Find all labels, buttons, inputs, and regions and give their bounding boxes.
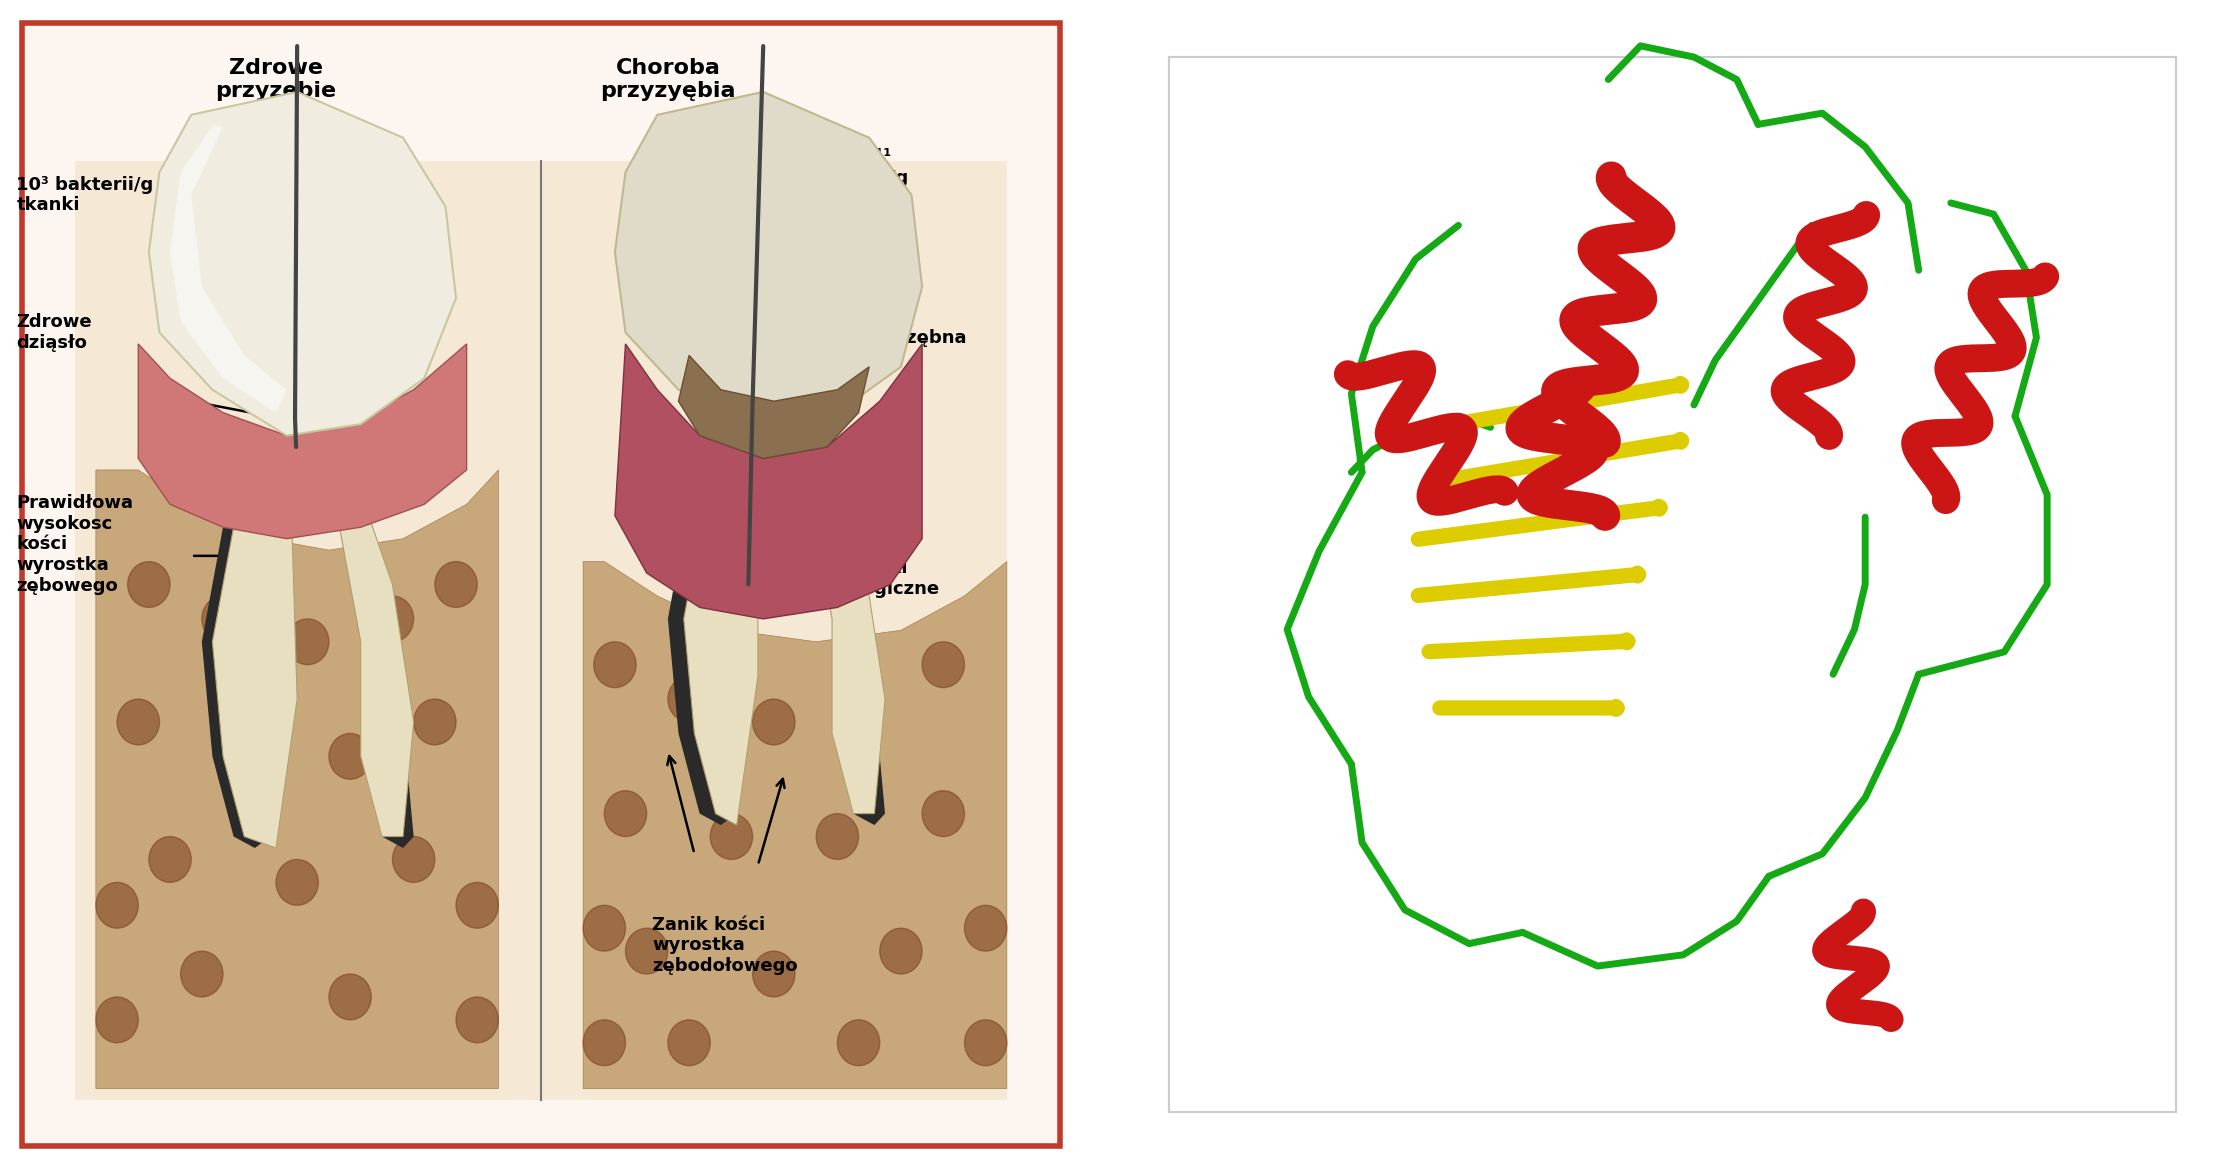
Text: 10⁷-10¹¹
bakterii/g
tkanki: 10⁷-10¹¹ bakterii/g tkanki: [812, 148, 910, 208]
Text: Zdrowe
przyzębie: Zdrowe przyzębie: [216, 57, 337, 101]
Circle shape: [127, 561, 169, 608]
Polygon shape: [615, 92, 921, 424]
Circle shape: [604, 790, 647, 837]
Circle shape: [277, 859, 319, 905]
Polygon shape: [212, 470, 303, 848]
Polygon shape: [685, 436, 769, 825]
Circle shape: [667, 676, 709, 722]
Circle shape: [96, 997, 138, 1043]
Circle shape: [624, 928, 667, 974]
Polygon shape: [615, 344, 921, 618]
Circle shape: [584, 905, 624, 952]
Circle shape: [435, 561, 477, 608]
Polygon shape: [149, 92, 455, 436]
Text: Prawidłowa
wysokosc
kości
wyrostka
zębowego: Prawidłowa wysokosc kości wyrostka zębow…: [16, 493, 134, 595]
Circle shape: [836, 1019, 879, 1066]
Bar: [74, 160, 1006, 1100]
Circle shape: [328, 733, 370, 780]
Circle shape: [328, 974, 370, 1019]
Circle shape: [752, 699, 794, 745]
Polygon shape: [96, 470, 497, 1088]
Polygon shape: [319, 470, 413, 837]
Circle shape: [963, 1019, 1006, 1066]
Text: 10³ bakterii/g
tkanki: 10³ bakterii/g tkanki: [16, 175, 154, 214]
Polygon shape: [678, 355, 870, 458]
Text: Kieszonki
patologiczne: Kieszonki patologiczne: [812, 560, 941, 599]
Polygon shape: [582, 561, 1006, 1088]
Polygon shape: [789, 436, 885, 814]
Polygon shape: [667, 436, 758, 825]
Polygon shape: [138, 344, 466, 539]
Circle shape: [816, 814, 859, 859]
Polygon shape: [312, 470, 413, 848]
Circle shape: [921, 642, 963, 687]
Circle shape: [392, 837, 435, 883]
Circle shape: [593, 642, 636, 687]
Circle shape: [752, 952, 794, 997]
Circle shape: [455, 997, 497, 1043]
Circle shape: [201, 596, 243, 642]
Polygon shape: [201, 470, 292, 848]
Circle shape: [285, 618, 330, 665]
Polygon shape: [778, 436, 885, 825]
Circle shape: [413, 699, 455, 745]
Circle shape: [921, 790, 963, 837]
Circle shape: [879, 928, 921, 974]
Circle shape: [149, 837, 192, 883]
Circle shape: [836, 676, 879, 722]
Text: Zdrowe
dziąsło: Zdrowe dziąsło: [16, 313, 91, 352]
Circle shape: [181, 952, 223, 997]
Text: Zanik kości
wyrostka
zębodołowego: Zanik kości wyrostka zębodołowego: [651, 915, 798, 975]
Circle shape: [963, 905, 1006, 952]
Circle shape: [584, 1019, 624, 1066]
Circle shape: [116, 699, 158, 745]
Text: Kamień
nazębny: Kamień nazębny: [812, 434, 896, 472]
Circle shape: [709, 814, 752, 859]
Circle shape: [223, 722, 265, 768]
Circle shape: [667, 1019, 709, 1066]
Circle shape: [96, 883, 138, 928]
Circle shape: [370, 596, 415, 642]
Text: Płytka nazębna: Płytka nazębna: [812, 330, 966, 347]
Text: Choroba
przyzyębia: Choroba przyzyębia: [600, 57, 736, 101]
Circle shape: [455, 883, 497, 928]
Polygon shape: [169, 126, 285, 413]
